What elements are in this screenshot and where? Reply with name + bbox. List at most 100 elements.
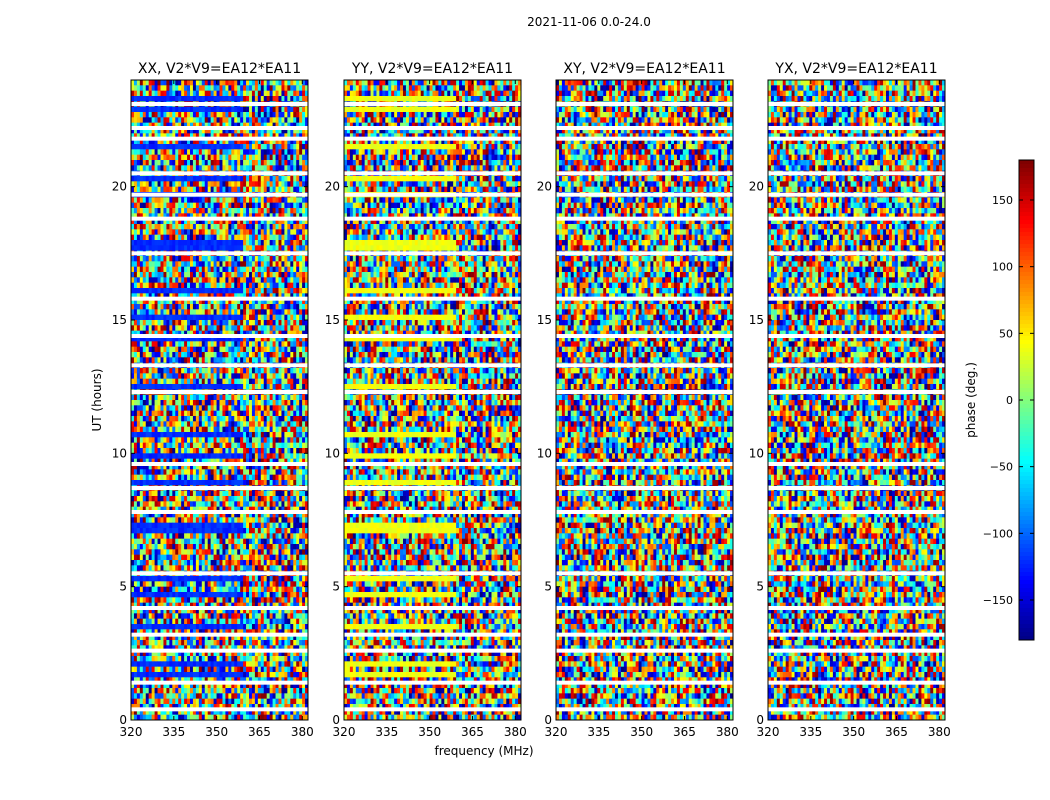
heatmap-cell (210, 293, 214, 300)
heatmap-cell (216, 437, 220, 444)
heatmap-cell (228, 165, 232, 172)
heatmap-cell (131, 224, 135, 230)
heatmap-cell (281, 272, 285, 278)
heatmap-cell (272, 341, 276, 348)
heatmap-cell (272, 197, 276, 204)
heatmap-cell (225, 240, 229, 246)
heatmap-cell (269, 400, 273, 406)
heatmap-cell (178, 480, 182, 486)
heatmap-cell (210, 154, 214, 161)
heatmap-cell (172, 138, 176, 145)
heatmap-cell (195, 218, 200, 225)
heatmap-cell (222, 90, 226, 97)
heatmap-cell (254, 490, 259, 497)
heatmap-cell (266, 330, 271, 337)
heatmap-cell (269, 176, 273, 182)
heatmap-cell (207, 442, 212, 449)
heatmap-cell (254, 298, 259, 305)
heatmap-cell (293, 394, 297, 401)
heatmap-cell (160, 490, 164, 497)
heatmap-cell (287, 410, 291, 417)
heatmap-cell (290, 234, 294, 241)
heatmap-cell (287, 176, 291, 182)
heatmap-cell (266, 224, 271, 230)
heatmap-cell (187, 138, 191, 145)
heatmap-cell (272, 336, 276, 342)
heatmap-cell (139, 282, 144, 289)
heatmap-cell (272, 378, 276, 385)
heatmap-cell (163, 234, 167, 241)
heatmap-cell (139, 352, 144, 358)
heatmap-cell (219, 149, 223, 156)
heatmap-cell (192, 80, 197, 86)
heatmap-cell (305, 458, 309, 465)
heatmap-cell (195, 154, 200, 161)
heatmap-cell (246, 421, 250, 428)
heatmap-cell (249, 106, 253, 113)
heatmap-cell (272, 480, 276, 486)
heatmap-cell (163, 314, 167, 321)
heatmap-cell (163, 298, 167, 305)
heatmap-cell (290, 405, 294, 412)
heatmap-cell (148, 106, 153, 113)
heatmap-cell (246, 282, 250, 289)
heatmap-cell (290, 165, 294, 172)
heatmap-cell (278, 432, 282, 438)
heatmap-cell (201, 341, 206, 348)
heatmap-cell (225, 106, 229, 113)
heatmap-cell (281, 405, 285, 412)
heatmap-cell (234, 517, 238, 524)
heatmap-cell (254, 506, 259, 513)
heatmap-cell (219, 400, 223, 406)
heatmap-cell (240, 410, 244, 417)
heatmap-cell (166, 517, 170, 524)
heatmap-cell (169, 149, 173, 156)
heatmap-cell (269, 464, 273, 470)
heatmap-cell (296, 368, 300, 374)
heatmap-cell (237, 416, 241, 422)
heatmap-cell (254, 373, 259, 380)
heatmap-cell (151, 90, 155, 97)
heatmap-cell (175, 341, 179, 348)
heatmap-cell (284, 117, 288, 124)
heatmap-cell (133, 202, 138, 209)
heatmap-cell (195, 517, 200, 524)
heatmap-cell (246, 213, 250, 220)
heatmap-cell (302, 90, 306, 97)
heatmap-cell (166, 325, 170, 332)
heatmap-cell (136, 336, 141, 342)
heatmap-cell (175, 245, 179, 252)
heatmap-cell (216, 293, 220, 300)
heatmap-cell (275, 346, 279, 353)
heatmap-cell (254, 309, 259, 316)
heatmap-cell (302, 458, 306, 465)
heatmap-cell (163, 128, 167, 134)
heatmap-cell (198, 512, 203, 518)
heatmap-cell (302, 506, 306, 513)
heatmap-cell (287, 336, 291, 342)
heatmap-cell (299, 469, 303, 476)
heatmap-cell (254, 501, 259, 508)
heatmap-cell (207, 277, 212, 284)
heatmap-cell (136, 117, 141, 124)
heatmap-cell (243, 426, 247, 433)
heatmap-cell (302, 133, 306, 140)
heatmap-cell (305, 325, 309, 332)
heatmap-cell (293, 437, 297, 444)
heatmap-cell (299, 266, 303, 273)
heatmap-cell (131, 165, 135, 172)
heatmap-cell (139, 458, 144, 465)
heatmap-cell (148, 272, 153, 278)
heatmap-cell (243, 501, 247, 508)
heatmap-cell (225, 341, 229, 348)
heatmap-cell (151, 165, 155, 172)
heatmap-cell (190, 208, 194, 214)
heatmap-cell (133, 437, 138, 444)
heatmap-cell (145, 266, 150, 273)
heatmap-cell (195, 432, 200, 438)
heatmap-cell (243, 421, 247, 428)
heatmap-cell (302, 80, 306, 86)
heatmap-cell (139, 293, 144, 300)
heatmap-cell (181, 437, 185, 444)
heatmap-cell (263, 266, 268, 273)
